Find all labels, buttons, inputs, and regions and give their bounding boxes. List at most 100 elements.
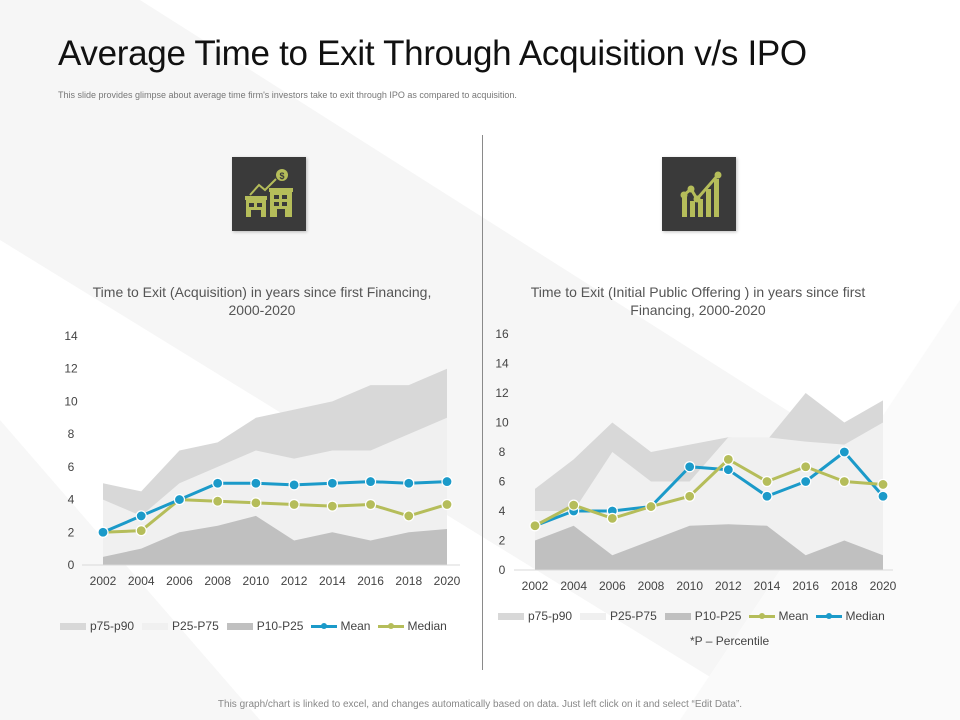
x-tick-label: 2016 (357, 574, 384, 588)
data-point-median[interactable] (212, 495, 224, 507)
band-p25-p75[interactable] (535, 422, 883, 571)
legend-line-marker (816, 611, 843, 621)
y-tick-label: 16 (495, 327, 509, 341)
y-tick-label: 12 (495, 386, 509, 400)
legend-label: Median (407, 619, 447, 633)
y-tick-label: 6 (499, 475, 506, 489)
x-tick-label: 2010 (243, 574, 270, 588)
x-tick-label: 2014 (754, 579, 781, 593)
y-tick-label: 14 (495, 357, 509, 371)
x-tick-label: 2006 (599, 579, 626, 593)
x-tick-label: 2008 (638, 579, 665, 593)
band-p10-p25[interactable] (535, 524, 883, 570)
column-divider (482, 135, 483, 670)
ipo-legend: p75-p90 P25-P75 P10-P25 Mean Median (498, 609, 893, 623)
data-point-mean[interactable] (529, 520, 541, 532)
legend-swatch (142, 622, 169, 630)
legend-label: Mean (778, 609, 809, 623)
data-point-mean[interactable] (684, 490, 696, 502)
data-point-mean[interactable] (364, 475, 377, 488)
x-tick-label: 2012 (281, 574, 308, 588)
y-tick-label: 0 (499, 563, 506, 577)
data-point-mean[interactable] (288, 479, 300, 491)
data-point-mean[interactable] (568, 499, 580, 511)
data-point-median[interactable] (441, 498, 453, 511)
y-tick-label: 4 (499, 504, 506, 518)
legend-item-median[interactable]: Median (378, 619, 447, 633)
x-tick-label: 2008 (204, 574, 231, 588)
x-tick-label: 2012 (715, 579, 742, 593)
legend-item-p75-p90[interactable]: p75-p90 (60, 619, 134, 633)
data-point-mean[interactable] (838, 475, 850, 488)
legend-item-mean[interactable]: Mean (749, 609, 808, 623)
band-p10-p25[interactable] (103, 515, 447, 565)
legend-label: Mean (340, 619, 371, 633)
x-tick-label: 2004 (128, 574, 155, 588)
legend-swatch (664, 612, 691, 620)
data-point-mean[interactable] (135, 510, 147, 522)
data-point-median[interactable] (364, 498, 377, 511)
data-point-mean[interactable] (97, 526, 109, 538)
y-tick-label: 2 (68, 525, 75, 539)
x-tick-label: 2004 (560, 579, 587, 593)
data-point-median[interactable] (250, 497, 262, 509)
legend-item-p25-p75[interactable]: P25-P75 (580, 609, 657, 623)
legend-item-p25-p75[interactable]: P25-P75 (142, 619, 219, 633)
legend-item-mean[interactable]: Mean (311, 619, 370, 633)
data-point-median[interactable] (838, 446, 850, 458)
legend-label: p75-p90 (90, 619, 135, 633)
data-point-median[interactable] (135, 525, 147, 537)
data-point-mean[interactable] (212, 477, 224, 489)
y-tick-label: 2 (499, 534, 506, 548)
legend-item-p10-p25[interactable]: P10-P25 (226, 619, 303, 633)
x-tick-label: 2016 (792, 579, 819, 593)
data-point-mean[interactable] (173, 493, 186, 506)
data-point-mean[interactable] (645, 500, 657, 513)
data-point-median[interactable] (722, 464, 734, 476)
data-point-mean[interactable] (441, 475, 453, 488)
legend-item-p75-p90[interactable]: p75-p90 (498, 609, 572, 623)
data-point-mean[interactable] (877, 478, 889, 491)
footer-note: This graph/chart is linked to excel, and… (217, 699, 743, 710)
data-point-median[interactable] (684, 461, 696, 473)
x-tick-label: 2002 (522, 579, 549, 593)
x-tick-label: 2018 (831, 579, 858, 593)
data-point-median[interactable] (326, 500, 338, 512)
data-point-mean[interactable] (250, 477, 262, 489)
data-point-median[interactable] (877, 490, 889, 502)
slide-title: Average Time to Exit Through Acquisition… (58, 34, 807, 73)
data-point-median[interactable] (800, 475, 812, 488)
data-point-mean[interactable] (761, 475, 773, 488)
bar-chart-growth-icon (662, 157, 736, 231)
x-tick-label: 2020 (434, 574, 461, 588)
y-tick-label: 10 (495, 416, 509, 430)
data-point-median[interactable] (761, 490, 773, 502)
series-line-mean[interactable] (534, 457, 884, 528)
data-point-mean[interactable] (722, 453, 734, 465)
series-line-median[interactable] (102, 498, 448, 534)
data-point-mean[interactable] (606, 512, 618, 524)
legend-label: P25-P75 (172, 619, 219, 633)
y-tick-label: 8 (499, 445, 506, 459)
band-p25-p75[interactable] (103, 417, 447, 565)
data-point-mean[interactable] (800, 461, 812, 473)
legend-item-p10-p25[interactable]: P10-P25 (664, 609, 742, 623)
y-tick-label: 10 (64, 394, 78, 408)
x-tick-label: 2014 (319, 574, 346, 588)
x-tick-label: 2018 (395, 574, 422, 588)
x-tick-label: 2020 (870, 579, 897, 593)
x-tick-label: 2006 (166, 574, 193, 588)
data-point-mean[interactable] (326, 477, 338, 489)
data-point-median[interactable] (403, 510, 415, 522)
legend-label: P25-P75 (610, 609, 657, 623)
legend-item-median[interactable]: Median (816, 609, 885, 623)
y-tick-label: 14 (64, 329, 78, 343)
data-point-median[interactable] (288, 498, 300, 511)
legend-label: P10-P25 (694, 609, 742, 623)
data-point-mean[interactable] (403, 477, 415, 489)
series-line-mean[interactable] (102, 480, 448, 534)
percentile-note: *P – Percentile (690, 634, 770, 648)
x-tick-label: 2002 (90, 574, 117, 588)
